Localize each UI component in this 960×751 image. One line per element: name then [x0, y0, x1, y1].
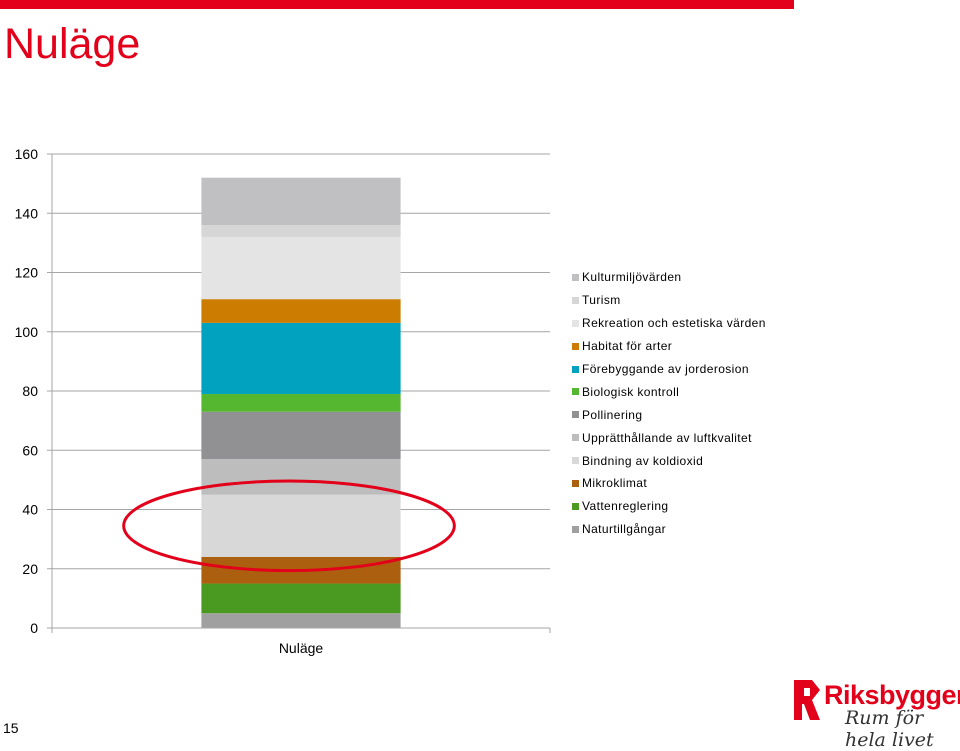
bar-segment [201, 225, 401, 237]
legend-swatch [572, 365, 579, 373]
bar-segment [201, 177, 401, 226]
bar-segment [201, 583, 401, 614]
legend-label: Rekreation och estetiska värden [582, 316, 766, 331]
y-tick-label: 100 [15, 324, 39, 340]
legend-label: Förebyggande av jorderosion [582, 362, 749, 376]
legend-swatch [572, 342, 579, 350]
legend-swatch [572, 411, 579, 419]
legend-label: Naturtillgångar [582, 522, 667, 537]
legend-label: Bindning av koldioxid [582, 453, 704, 468]
legend-item: Biologisk kontroll [572, 380, 766, 403]
legend-item: Pollinering [572, 403, 766, 426]
bar-segment [201, 236, 401, 300]
legend-swatch [572, 388, 579, 396]
bar-segment [201, 299, 401, 323]
bar-segment [201, 494, 401, 557]
legend-swatch [572, 525, 579, 533]
legend-swatch [572, 319, 579, 327]
legend-label: Pollinering [582, 407, 643, 422]
legend-item: Turism [572, 289, 766, 312]
y-tick-label: 160 [15, 146, 39, 162]
legend-item: Bindning av koldioxid [572, 449, 766, 472]
page-number: 15 [3, 720, 19, 736]
riksbyggen-logo-mark-icon [794, 680, 820, 720]
legend-item: Vattenreglering [572, 495, 766, 518]
legend-item: Rekreation och estetiska värden [572, 312, 766, 335]
y-tick-label: 120 [15, 265, 39, 281]
y-tick-label: 40 [22, 502, 38, 518]
y-tick-label: 80 [22, 383, 38, 399]
slide-title: Nuläge [4, 20, 141, 68]
bar-segment [201, 393, 401, 412]
legend-item: Naturtillgångar [572, 518, 766, 541]
legend-label: Habitat för arter [582, 339, 673, 354]
legend-swatch [572, 273, 579, 281]
legend-label: Turism [582, 293, 621, 308]
legend-item: Habitat för arter [572, 335, 766, 358]
legend-swatch [572, 296, 579, 304]
legend-item: Kulturmiljövärden [572, 266, 766, 289]
legend-swatch [572, 502, 579, 510]
bar-segment [201, 613, 401, 628]
y-tick-label: 60 [22, 442, 38, 458]
legend-label: Mikroklimat [582, 476, 648, 491]
riksbyggen-logo: Riksbyggen Rum för hela livet [790, 676, 960, 751]
top-accent-bar [0, 0, 794, 9]
legend-label: Biologisk kontroll [582, 384, 680, 399]
legend-label: Upprätthållande av luftkvalitet [582, 430, 752, 445]
legend-swatch [572, 434, 579, 442]
logo-tagline: Rum för hela livet [845, 707, 934, 751]
logo-wordmark: Riksbyggen [824, 680, 960, 710]
legend-label: Kulturmiljövärden [582, 270, 682, 285]
highlight-ellipse [122, 479, 456, 573]
legend-swatch [572, 479, 579, 487]
legend-label: Vattenreglering [582, 499, 669, 514]
y-tick-label: 0 [30, 620, 38, 636]
legend-item: Upprätthållande av luftkvalitet [572, 426, 766, 449]
bar-segment [201, 322, 401, 394]
bar-segment [201, 459, 401, 495]
legend-item: Förebyggande av jorderosion [572, 358, 766, 381]
x-category-label: Nuläge [279, 640, 324, 656]
chart-legend: Kulturmiljövärden Turism Rekreation och es… [572, 266, 766, 541]
y-tick-label: 20 [22, 561, 38, 577]
legend-swatch [572, 457, 579, 465]
y-tick-label: 140 [15, 205, 39, 221]
legend-item: Mikroklimat [572, 472, 766, 495]
bar-segment [201, 411, 401, 460]
